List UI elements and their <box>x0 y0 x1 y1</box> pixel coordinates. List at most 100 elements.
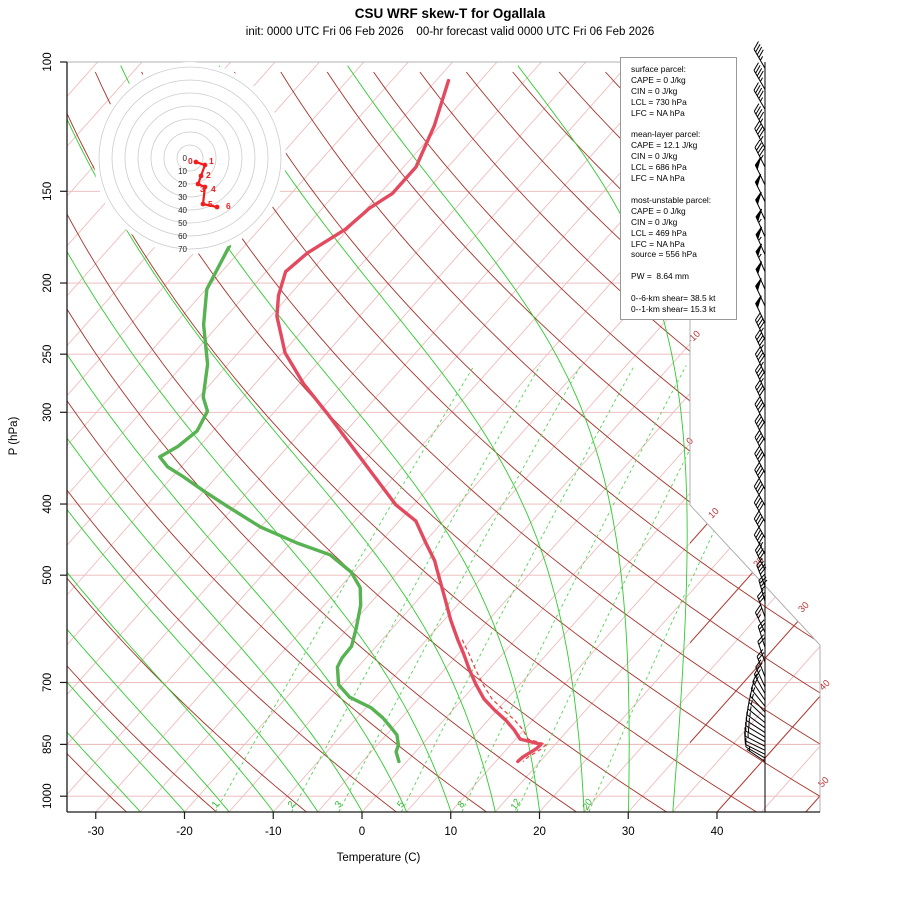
x-tick-label: 30 <box>622 826 635 838</box>
plot-border <box>67 61 821 812</box>
mixing-ratio-label: 5 <box>395 799 408 809</box>
hodograph-point-label: 4 <box>211 184 216 194</box>
isotherm-line <box>850 62 900 812</box>
barb-shaft <box>752 673 766 701</box>
info-line: PW = 8.64 mm <box>631 271 689 282</box>
barb-shaft <box>746 746 766 762</box>
barb-shaft <box>754 346 766 375</box>
moist-adiabat-line <box>67 65 186 812</box>
x-axis-title: Temperature (C) <box>336 852 421 864</box>
info-line: 0--6-km shear= 38.5 kt <box>631 293 716 304</box>
barb-shaft <box>755 251 766 272</box>
isotherm-line <box>672 62 820 812</box>
y-tick-label: 150 <box>42 182 54 201</box>
moist-adiabat-line <box>347 65 630 812</box>
margin-isotherms <box>690 505 820 812</box>
hodograph-ring-label: 20 <box>178 180 187 189</box>
info-line <box>631 119 736 130</box>
plot-subtitle: init: 0000 UTC Fri 06 Feb 2026 00-hr for… <box>245 26 655 38</box>
info-line: LCL = 686 hPa <box>631 162 687 173</box>
barb-shaft <box>753 510 766 539</box>
info-line: most-unstable parcel: <box>631 194 712 205</box>
mixing-ratio-line <box>516 365 734 812</box>
wind-barb <box>755 243 766 272</box>
barb-shaft <box>754 379 766 408</box>
temperature-curve <box>275 78 543 764</box>
barb-shaft <box>753 62 766 90</box>
dry-adiabat-line <box>67 71 487 812</box>
y-tick-label: 700 <box>42 673 54 692</box>
hodograph-ring-label: 30 <box>178 193 187 202</box>
wind-barb <box>756 649 766 678</box>
isotherm-line <box>539 62 820 812</box>
wind-barb <box>754 379 766 408</box>
wind-barb <box>753 494 766 523</box>
dry-adiabat-line <box>326 71 820 812</box>
wind-barb-column <box>744 41 768 812</box>
wind-barb <box>754 413 766 441</box>
hodograph-ring-label: 40 <box>178 206 187 215</box>
info-line: LFC = NA hPa <box>631 238 685 249</box>
info-line: CIN = 0 J/kg <box>631 216 678 227</box>
hodograph-point-label: 2 <box>206 170 211 180</box>
hodograph-ring-label: 70 <box>178 245 187 254</box>
hodograph-point <box>198 173 204 179</box>
hodograph-point <box>202 184 208 190</box>
barb-shaft <box>753 103 766 131</box>
isotherm-line <box>67 62 720 812</box>
info-line: LCL = 469 hPa <box>631 227 687 238</box>
wind-barb <box>757 589 766 618</box>
info-line <box>631 282 736 293</box>
wind-barb <box>746 746 766 762</box>
wind-barb <box>755 191 766 220</box>
x-tick-label: 40 <box>711 826 724 838</box>
info-line: LFC = NA hPa <box>631 107 685 118</box>
moist-adiabat-line <box>67 65 230 812</box>
barb-shaft <box>754 604 766 633</box>
isotherm-label: 10 <box>706 506 721 521</box>
wind-barb <box>753 82 766 110</box>
hodograph-ring <box>150 118 230 198</box>
info-line: surface parcel: <box>631 64 686 74</box>
x-tick-label: -10 <box>265 826 282 838</box>
dry-adiabat-line <box>234 71 820 812</box>
dry-adiabat-line <box>67 71 577 812</box>
moist-adiabat-line <box>67 65 319 812</box>
mixing-ratio-label: 1 <box>210 800 222 810</box>
info-line: source = 556 hPa <box>631 249 697 260</box>
moist-adiabat-line <box>67 65 408 812</box>
x-tick-label: -20 <box>176 826 193 838</box>
page-title: CSU WRF skew-T for Ogallala <box>354 6 546 21</box>
y-tick-label: 850 <box>42 735 54 754</box>
y-tick-label: 100 <box>42 52 54 71</box>
barb-shaft <box>753 82 766 110</box>
x-tick-label: 20 <box>533 826 546 838</box>
wind-barb <box>753 478 766 506</box>
y-tick-label: 1000 <box>42 783 54 809</box>
x-tick-label: 10 <box>444 826 457 838</box>
info-line: CAPE = 12.1 J/kg <box>631 140 698 151</box>
sounding-curves <box>158 78 548 764</box>
barb-shaft <box>753 494 766 523</box>
isotherm-line <box>583 62 820 812</box>
barb-shaft <box>754 139 766 168</box>
info-line: LCL = 730 hPa <box>631 96 687 107</box>
dry-adiabat-line <box>465 71 820 812</box>
barb-shaft <box>744 727 766 747</box>
mixing-ratio-label: 3 <box>333 799 346 809</box>
wind-barb <box>753 666 766 694</box>
hodograph-ring-label: 50 <box>178 219 187 228</box>
y-tick-label: 400 <box>42 494 54 513</box>
isotherm-dark-line <box>690 505 820 812</box>
barb-shaft <box>754 462 766 490</box>
hodograph-point-label: 6 <box>226 201 231 211</box>
moist-adiabat-line <box>67 65 452 812</box>
moist-adiabat-line <box>67 65 274 812</box>
y-tick-label: 250 <box>42 345 54 364</box>
wind-barb <box>754 445 766 474</box>
hodograph-ring <box>124 92 256 224</box>
wind-barb <box>753 62 766 90</box>
barb-shaft <box>754 181 766 202</box>
